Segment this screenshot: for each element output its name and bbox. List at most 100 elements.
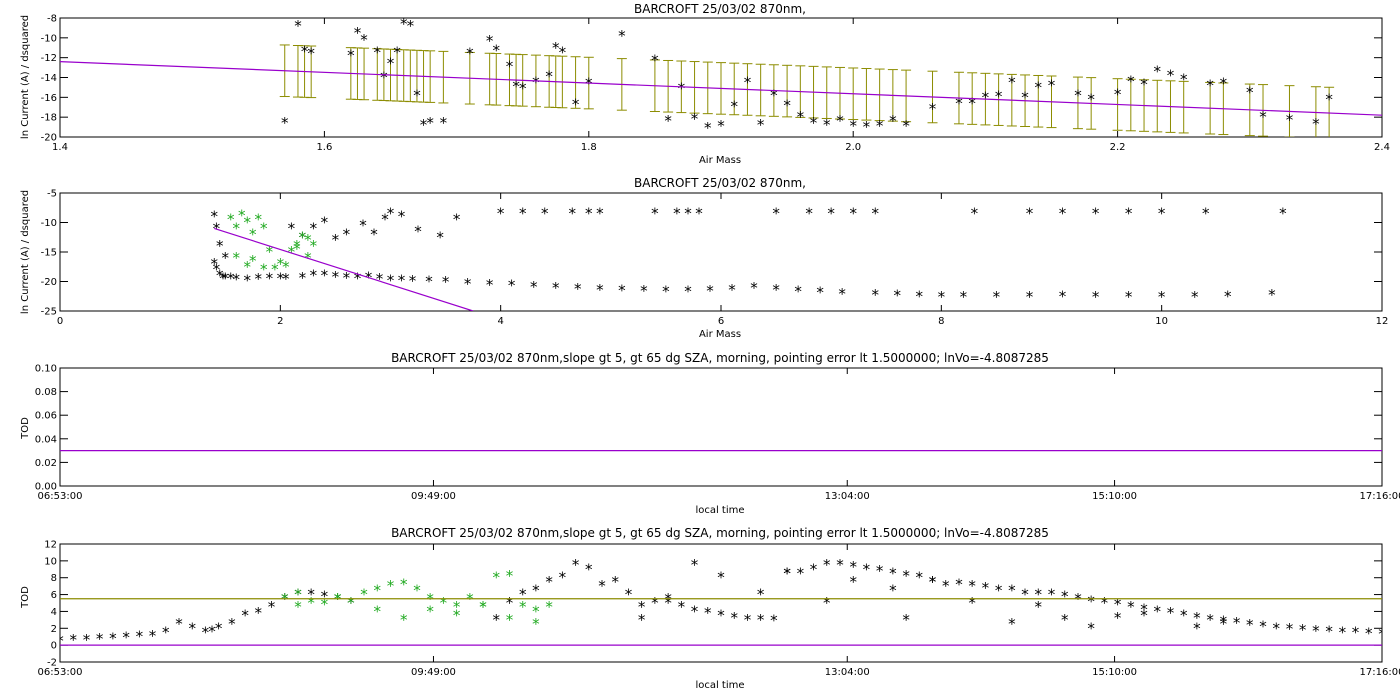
x-axis-label: Air Mass — [699, 329, 741, 340]
selected-point: * — [479, 598, 487, 616]
y-tick-label: 0.02 — [35, 458, 57, 469]
data-point: * — [750, 279, 758, 297]
data-point: * — [227, 270, 235, 288]
x-tick-label: 09:49:00 — [411, 491, 456, 502]
data-point: * — [1259, 618, 1267, 636]
data-point: * — [1193, 619, 1201, 637]
data-point: * — [783, 96, 791, 114]
selected-point: * — [293, 240, 301, 258]
data-point: * — [453, 211, 461, 229]
plot-frame — [59, 543, 1383, 663]
data-point: * — [559, 569, 567, 587]
data-point: * — [508, 277, 516, 295]
x-tick-label: 0 — [57, 316, 63, 327]
data-point: * — [532, 581, 540, 599]
data-point: * — [678, 79, 686, 97]
x-tick-label: 15:10:00 — [1092, 667, 1137, 678]
data-point: * — [1202, 205, 1210, 223]
data-point: * — [1224, 287, 1232, 305]
data-point: * — [268, 598, 276, 616]
data-point: * — [770, 612, 778, 630]
data-point: * — [1074, 86, 1082, 104]
data-point: * — [783, 565, 791, 583]
data-point: * — [1286, 620, 1294, 638]
selected-point: * — [387, 577, 395, 595]
y-tick-label: 0.10 — [35, 364, 57, 375]
y-tick-label: -10 — [41, 218, 57, 229]
data-point: * — [321, 267, 329, 285]
data-point: * — [122, 629, 130, 647]
data-point: * — [512, 77, 520, 95]
data-point: * — [321, 587, 329, 605]
data-point: * — [354, 270, 362, 288]
data-point: * — [572, 556, 580, 574]
data-point: * — [136, 628, 144, 646]
data-point: * — [797, 108, 805, 126]
y-axis-label: ln Current (A) / dsquared — [20, 190, 31, 314]
data-point: * — [343, 269, 351, 287]
selected-point: * — [249, 225, 257, 243]
data-point: * — [574, 280, 582, 298]
y-tick-label: -2 — [47, 658, 57, 669]
data-point: * — [1087, 619, 1095, 637]
data-point: * — [995, 87, 1003, 105]
data-point: * — [585, 205, 593, 223]
data-point: * — [506, 594, 514, 612]
data-point: * — [960, 288, 968, 306]
data-point: * — [1114, 85, 1122, 103]
data-point: * — [823, 594, 831, 612]
data-point: * — [216, 237, 224, 255]
data-point: * — [1339, 624, 1347, 642]
data-point: * — [1008, 581, 1016, 599]
data-point: * — [889, 565, 897, 583]
data-point: * — [889, 581, 897, 599]
data-point: * — [376, 270, 384, 288]
selected-point: * — [244, 214, 252, 232]
x-tick-label: 4 — [497, 316, 503, 327]
data-point: * — [343, 225, 351, 243]
data-point: * — [310, 267, 318, 285]
data-point: * — [370, 225, 378, 243]
data-point: * — [1352, 624, 1360, 642]
data-point: * — [955, 94, 963, 112]
data-point: * — [1125, 205, 1133, 223]
data-point: * — [1378, 625, 1386, 643]
data-point: * — [398, 271, 406, 289]
data-point: * — [530, 278, 538, 296]
data-point: * — [266, 270, 274, 288]
data-point: * — [955, 575, 963, 593]
y-tick-label: 8 — [51, 573, 57, 584]
data-point: * — [440, 114, 448, 132]
x-axis-label: Air Mass — [699, 155, 741, 166]
data-point: * — [216, 267, 224, 285]
y-tick-label: -14 — [41, 73, 57, 84]
data-point: * — [664, 594, 672, 612]
data-point: * — [519, 79, 527, 97]
data-point: * — [902, 567, 910, 585]
y-tick-label: 4 — [51, 607, 57, 618]
data-point: * — [360, 31, 368, 49]
data-point: * — [464, 275, 472, 293]
data-point: * — [354, 24, 362, 42]
data-point: * — [971, 205, 979, 223]
x-tick-label: 13:04:00 — [825, 667, 870, 678]
data-point: * — [982, 88, 990, 106]
data-point: * — [894, 287, 902, 305]
data-point: * — [69, 631, 77, 649]
data-point: * — [728, 281, 736, 299]
panel-airmass-full: BARCROFT 25/03/02 870nm, Air Mass ln Cur… — [20, 176, 1388, 340]
data-point: * — [299, 228, 307, 246]
data-point: * — [889, 112, 897, 130]
data-point: * — [684, 283, 692, 301]
data-point: * — [968, 594, 976, 612]
data-point: * — [1059, 205, 1067, 223]
selected-point: * — [360, 586, 368, 604]
data-point: * — [638, 598, 646, 616]
data-point: * — [1193, 609, 1201, 627]
data-point: * — [552, 39, 560, 57]
selected-point: * — [400, 575, 408, 593]
selected-point: * — [413, 581, 421, 599]
data-point: * — [684, 205, 692, 223]
data-point: * — [695, 205, 703, 223]
data-point: * — [222, 249, 230, 267]
